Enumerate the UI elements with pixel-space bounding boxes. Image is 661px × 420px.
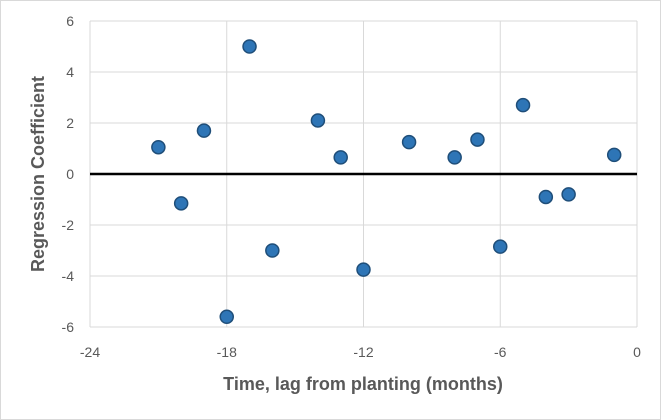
y-tick-label: 2 bbox=[66, 115, 74, 131]
y-tick-label: 6 bbox=[66, 13, 74, 29]
data-point bbox=[173, 196, 189, 211]
y-tick-label: 0 bbox=[66, 166, 74, 182]
y-tick-label: -6 bbox=[62, 319, 75, 335]
x-tick-label: -18 bbox=[217, 344, 237, 360]
tick-labels: -6 -4 -2 0 2 4 6 -24 -18 -12 -6 0 bbox=[62, 13, 642, 360]
y-axis-title: Regression Coefficient bbox=[28, 76, 48, 272]
data-point bbox=[196, 123, 212, 138]
y-tick-label: 4 bbox=[66, 64, 74, 80]
data-point bbox=[265, 243, 280, 258]
y-tick-label: -4 bbox=[62, 268, 75, 284]
data-point bbox=[447, 150, 462, 165]
data-point bbox=[151, 139, 166, 155]
x-tick-label: -6 bbox=[494, 344, 507, 360]
data-point bbox=[310, 113, 326, 128]
data-point bbox=[401, 134, 417, 150]
x-tick-label: -12 bbox=[353, 344, 373, 360]
data-point bbox=[493, 239, 508, 254]
data-point bbox=[606, 147, 622, 163]
data-point bbox=[219, 309, 234, 325]
data-point bbox=[538, 189, 554, 205]
data-point bbox=[333, 150, 348, 165]
x-tick-label: -24 bbox=[80, 344, 100, 360]
x-axis-title: Time, lag from planting (months) bbox=[223, 374, 503, 394]
data-points bbox=[151, 39, 622, 325]
data-point bbox=[561, 187, 576, 202]
data-point bbox=[515, 97, 531, 113]
x-tick-label: 0 bbox=[633, 344, 641, 360]
data-point bbox=[242, 39, 257, 54]
data-point bbox=[356, 262, 371, 277]
y-tick-label: -2 bbox=[62, 217, 75, 233]
data-point bbox=[470, 132, 485, 147]
